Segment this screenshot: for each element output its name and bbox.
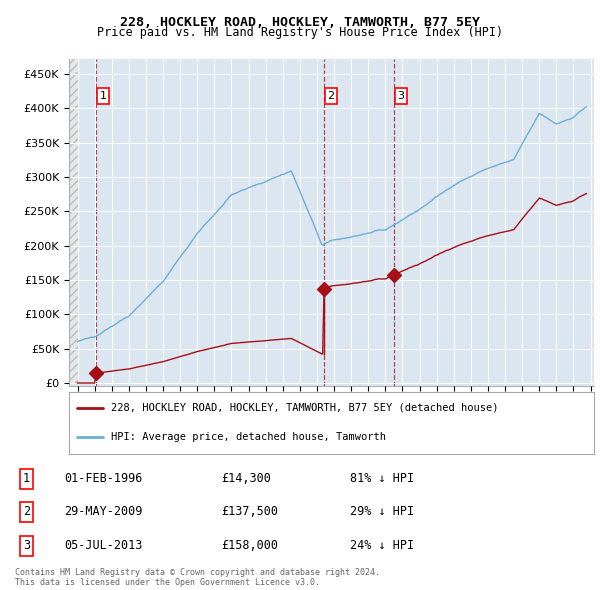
Text: 228, HOCKLEY ROAD, HOCKLEY, TAMWORTH, B77 5EY (detached house): 228, HOCKLEY ROAD, HOCKLEY, TAMWORTH, B7… bbox=[111, 403, 499, 413]
Text: 2: 2 bbox=[328, 91, 335, 101]
Text: Price paid vs. HM Land Registry's House Price Index (HPI): Price paid vs. HM Land Registry's House … bbox=[97, 26, 503, 39]
Text: 01-FEB-1996: 01-FEB-1996 bbox=[64, 472, 143, 486]
Text: 1: 1 bbox=[100, 91, 106, 101]
Text: 81% ↓ HPI: 81% ↓ HPI bbox=[350, 472, 413, 486]
Text: 1: 1 bbox=[23, 472, 30, 486]
Text: £14,300: £14,300 bbox=[221, 472, 271, 486]
Text: 29-MAY-2009: 29-MAY-2009 bbox=[64, 505, 143, 519]
Text: 29% ↓ HPI: 29% ↓ HPI bbox=[350, 505, 413, 519]
Text: 05-JUL-2013: 05-JUL-2013 bbox=[64, 539, 143, 552]
Text: £158,000: £158,000 bbox=[221, 539, 278, 552]
Text: Contains HM Land Registry data © Crown copyright and database right 2024.
This d: Contains HM Land Registry data © Crown c… bbox=[15, 568, 380, 587]
Text: £137,500: £137,500 bbox=[221, 505, 278, 519]
Text: 2: 2 bbox=[23, 505, 30, 519]
Text: HPI: Average price, detached house, Tamworth: HPI: Average price, detached house, Tamw… bbox=[111, 432, 386, 442]
Bar bbox=[69, 59, 77, 383]
Text: 3: 3 bbox=[397, 91, 404, 101]
Text: 228, HOCKLEY ROAD, HOCKLEY, TAMWORTH, B77 5EY: 228, HOCKLEY ROAD, HOCKLEY, TAMWORTH, B7… bbox=[120, 16, 480, 29]
Text: 3: 3 bbox=[23, 539, 30, 552]
Text: 24% ↓ HPI: 24% ↓ HPI bbox=[350, 539, 413, 552]
